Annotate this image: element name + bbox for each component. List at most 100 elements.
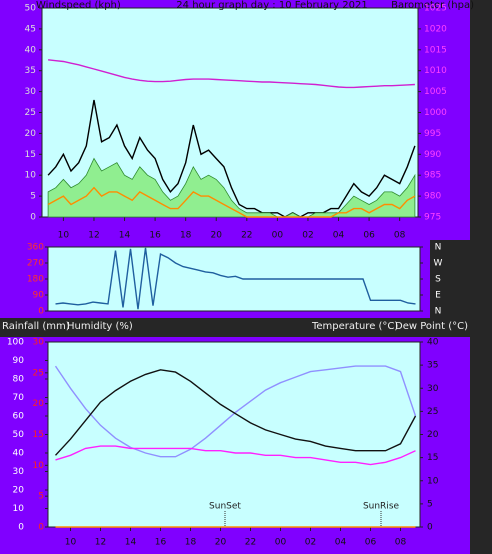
y2-tick-label: 30 (427, 384, 439, 394)
x-tick-label: 08 (394, 231, 406, 241)
x-tick-label: 10 (65, 538, 77, 548)
x-tick-label: 02 (305, 538, 316, 548)
x-tick-label: 12 (88, 231, 99, 241)
y-tick-label: 25 (25, 108, 36, 118)
y3-tick-label: 15 (33, 430, 44, 440)
x-tick-label: 20 (211, 231, 223, 241)
plot-area (47, 246, 421, 312)
y2-axis-label: Dew Point (°C) (395, 321, 468, 332)
y-axis-label: Windspeed (kph) (36, 0, 121, 11)
y-tick-label: 60 (13, 412, 25, 422)
x-tick-label: 22 (241, 231, 252, 241)
y-tick-label: 0 (30, 213, 36, 223)
y3-axis-label: Rainfall (mm) (2, 321, 70, 332)
y-tick-label: 30 (25, 87, 37, 97)
y-tick-label: 80 (13, 375, 25, 385)
y2-tick-label: 1000 (424, 108, 447, 118)
x-tick-label: 04 (335, 538, 347, 548)
y-tick-label: 90 (13, 356, 25, 366)
annotation: SunRise (363, 502, 400, 512)
y-tick-label: 20 (25, 129, 37, 139)
annotation: SunSet (209, 502, 241, 512)
y3-tick-label: 25 (33, 368, 44, 378)
y-tick-label: 35 (25, 66, 36, 76)
x-tick-label: 00 (275, 538, 287, 548)
y2-tick-label: 20 (427, 430, 439, 440)
line (55, 247, 416, 310)
y2-tick-label: 985 (424, 171, 441, 181)
y2-tick-label: W (434, 259, 443, 269)
x-tick-label: 06 (363, 231, 375, 241)
y2-tick-label: 995 (424, 129, 441, 139)
x-tick-label: 12 (95, 538, 106, 548)
x-tick-label: 16 (155, 538, 167, 548)
y2-tick-label: 990 (424, 150, 441, 160)
y-tick-label: 100 (7, 338, 24, 348)
y3-tick-label: 0 (38, 523, 44, 533)
y2-tick-label: 1010 (424, 66, 447, 76)
x-tick-label: 00 (272, 231, 284, 241)
y2-tick-label: 975 (424, 213, 441, 223)
y2-tick-label: 1015 (424, 45, 447, 55)
y-tick-label: 30 (13, 467, 25, 477)
x-tick-label: 18 (185, 538, 197, 548)
y-tick-label: 90 (33, 291, 45, 301)
y-axis-label: Humidity (%) (67, 321, 133, 332)
line (54, 365, 417, 458)
y-tick-label: 50 (13, 430, 25, 440)
y-tick-label: 40 (13, 449, 25, 459)
line (47, 186, 416, 218)
x-tick-label: 06 (365, 538, 377, 548)
y2-tick-label: N (435, 307, 442, 317)
chart-title: 24 hour graph day : 10 February 2021 (176, 0, 367, 11)
line (47, 99, 416, 218)
y2-tick-label: N (435, 243, 442, 253)
x-tick-label: 04 (333, 231, 345, 241)
x-tick-label: 18 (180, 231, 192, 241)
y2-tick-label: 1025 (424, 4, 447, 14)
y-tick-label: 360 (27, 243, 44, 253)
y-tick-label: 15 (25, 150, 36, 160)
y-tick-label: 5 (30, 192, 36, 202)
x-tick-label: 16 (149, 231, 161, 241)
y3-tick-label: 20 (33, 399, 45, 409)
y3-tick-label: 10 (33, 461, 45, 471)
y-tick-label: 50 (25, 4, 37, 14)
y2-tick-label: 1005 (424, 87, 447, 97)
y2-axis-label: Barometer (hpa) (391, 0, 474, 11)
y2-tick-label: 40 (427, 338, 439, 348)
y2-tick-label: 35 (427, 361, 438, 371)
x-tick-label: 22 (245, 538, 256, 548)
y2-tick-label: S (435, 275, 441, 285)
y-tick-label: 10 (13, 504, 25, 514)
plot-area (47, 341, 421, 528)
y-tick-label: 180 (27, 275, 44, 285)
x-tick-label: 14 (125, 538, 137, 548)
y-tick-label: 40 (25, 45, 37, 55)
line (54, 369, 417, 456)
y2-tick-label: 980 (424, 192, 441, 202)
y2-tick-label: 5 (427, 499, 433, 509)
line (55, 445, 416, 466)
area (47, 157, 416, 218)
y2-tick-label: 0 (427, 523, 433, 533)
x-tick-label: 02 (302, 231, 313, 241)
y-tick-label: 70 (13, 393, 25, 403)
y2-tick-label: 1020 (424, 24, 447, 34)
y-tick-label: 0 (18, 523, 24, 533)
x-tick-label: 14 (119, 231, 131, 241)
y-tick-label: 0 (38, 307, 44, 317)
line (48, 59, 415, 89)
y2-tick-label: 15 (427, 453, 438, 463)
y-tick-label: 45 (25, 24, 36, 34)
x-tick-label: 10 (58, 231, 70, 241)
x-tick-label: 08 (395, 538, 407, 548)
y3-tick-label: 5 (38, 492, 44, 502)
y2-tick-label: 25 (427, 407, 438, 417)
y2-tick-label: 10 (427, 476, 439, 486)
y3-tick-label: 30 (33, 338, 45, 348)
y-tick-label: 10 (25, 171, 37, 181)
y-tick-label: 270 (27, 259, 44, 269)
